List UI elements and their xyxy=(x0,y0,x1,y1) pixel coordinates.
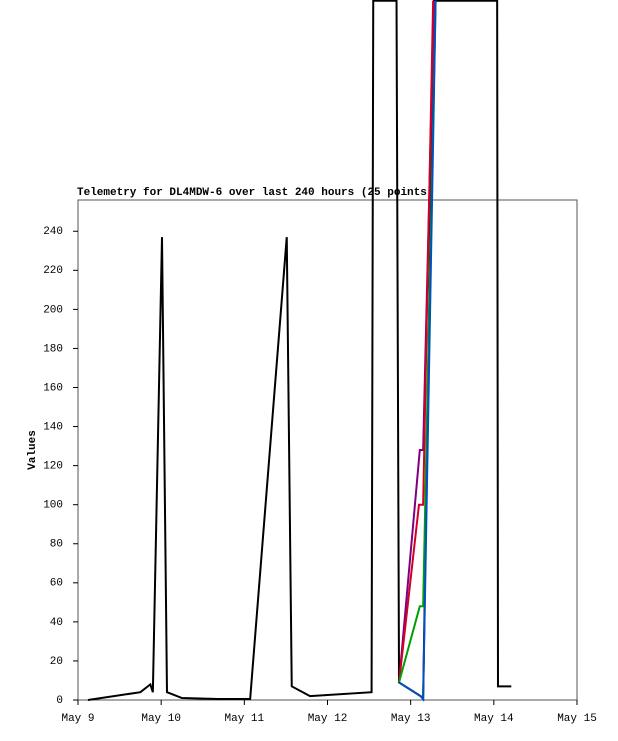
y-tick-label: 160 xyxy=(43,382,63,394)
x-tick-label: May 14 xyxy=(474,713,514,725)
y-tick-label: 100 xyxy=(43,500,63,512)
series-line xyxy=(398,0,437,702)
y-axis-label: Values xyxy=(27,430,39,470)
x-tick-label: May 13 xyxy=(391,713,431,725)
x-tick-label: May 10 xyxy=(141,713,181,725)
y-tick-label: 120 xyxy=(43,461,63,473)
y-tick-label: 20 xyxy=(50,656,63,668)
plot-frame xyxy=(77,199,578,701)
y-tick-label: 140 xyxy=(43,421,63,433)
y-tick-label: 40 xyxy=(50,617,63,629)
x-tick-label: May 12 xyxy=(308,713,348,725)
y-tick-label: 240 xyxy=(43,226,63,238)
series-line xyxy=(398,0,435,683)
y-tick-label: 220 xyxy=(43,265,63,277)
y-tick-label: 200 xyxy=(43,304,63,316)
y-tick-label: 180 xyxy=(43,343,63,355)
y-tick-label: 80 xyxy=(50,539,63,551)
series-line xyxy=(87,0,512,702)
x-tick-label: May 9 xyxy=(61,713,94,725)
y-tick-label: 60 xyxy=(50,578,63,590)
x-tick-label: May 15 xyxy=(557,713,597,725)
chart-title: Telemetry for DL4MDW-6 over last 240 hou… xyxy=(77,187,433,199)
y-tick-label: 0 xyxy=(56,695,63,707)
x-tick-label: May 11 xyxy=(225,713,265,725)
